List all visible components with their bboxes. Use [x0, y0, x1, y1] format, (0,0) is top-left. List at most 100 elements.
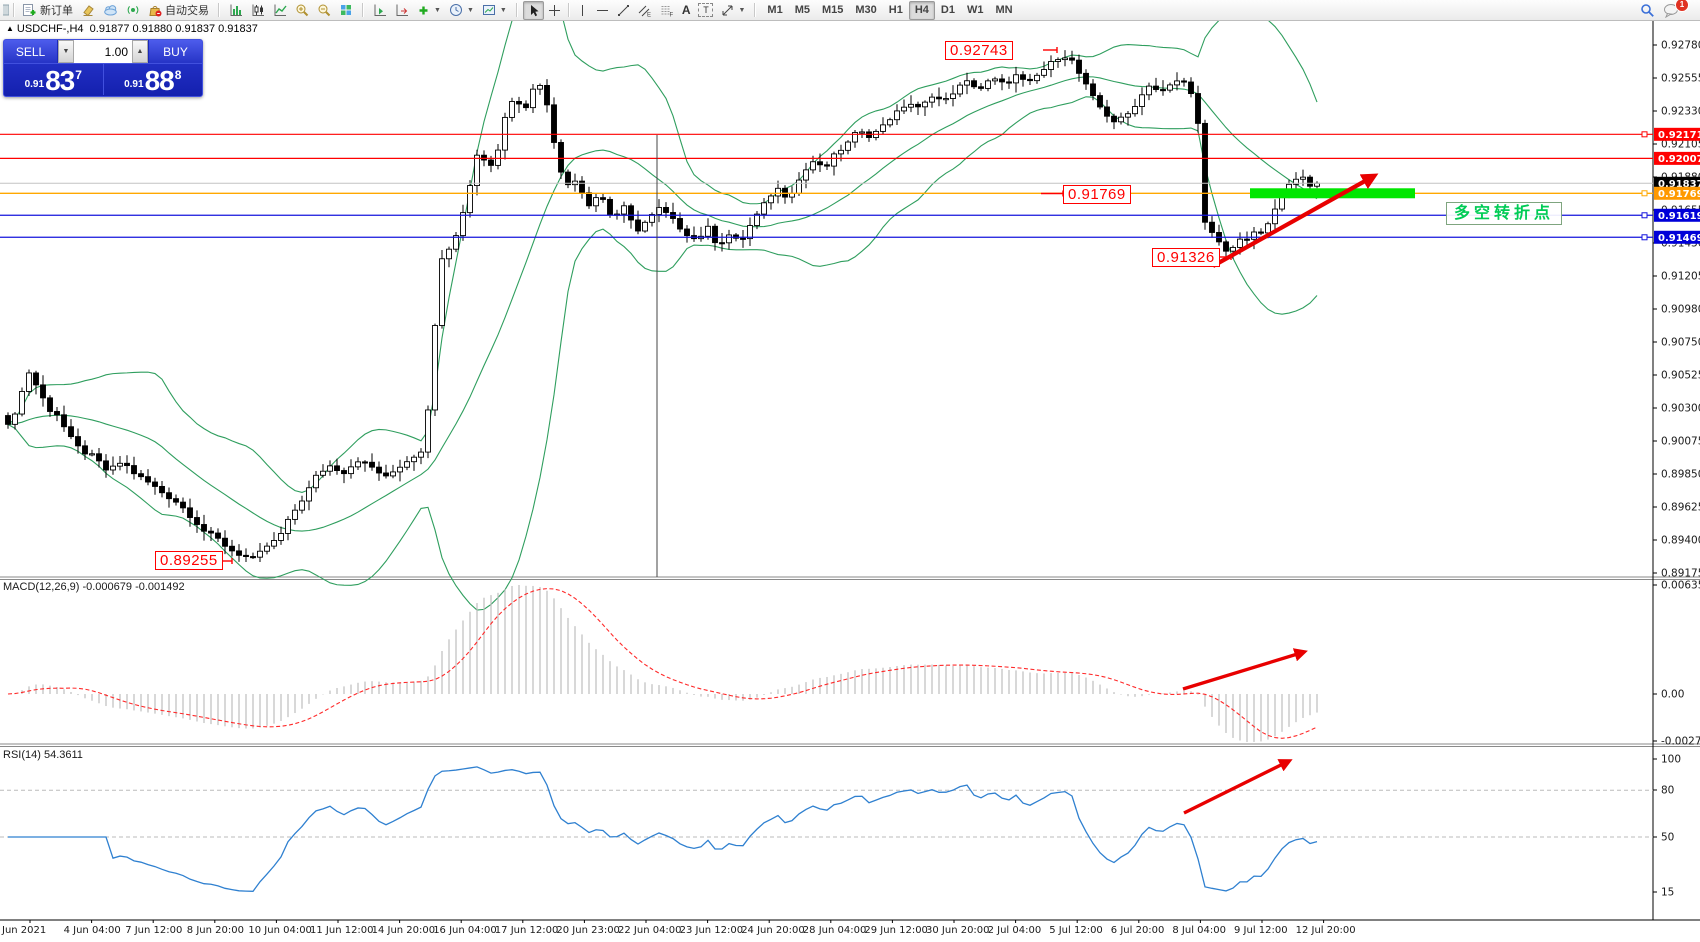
tab-timeframe-m30[interactable]: M30: [855, 4, 877, 16]
bar-chart-button[interactable]: [225, 1, 247, 20]
tab-timeframe-h1[interactable]: H1: [888, 4, 903, 16]
price-flag-label[interactable]: 0.91769: [1063, 185, 1131, 204]
svg-text:0.91469: 0.91469: [1658, 233, 1700, 244]
tab-timeframe-w1[interactable]: W1: [966, 4, 984, 16]
sell-price-big: 83: [45, 65, 75, 96]
svg-text:0.92171: 0.92171: [1658, 130, 1700, 141]
search-button[interactable]: [1636, 1, 1659, 20]
trendline-tool-button[interactable]: [613, 1, 634, 20]
sell-button[interactable]: SELL: [4, 40, 58, 63]
eraser-icon: [83, 5, 94, 17]
zoom-in-button[interactable]: [291, 1, 313, 20]
new-order-button[interactable]: 新订单: [18, 1, 77, 20]
svg-text:9 Jul 12:00: 9 Jul 12:00: [1234, 925, 1288, 936]
svg-text:50: 50: [1661, 832, 1674, 844]
arrows-tool-button[interactable]: ▼: [717, 1, 749, 20]
tile-windows-icon: [341, 5, 351, 15]
candlestick-chart-icon: [252, 4, 264, 16]
svg-text:-0.002779: -0.002779: [1661, 736, 1700, 748]
fibonacci-tool-button[interactable]: F: [656, 1, 678, 20]
auto-scroll-icon: [374, 4, 386, 16]
partial-icon: [3, 4, 9, 16]
highlight-bar[interactable]: [1250, 188, 1415, 199]
svg-text:20 Jun 23:00: 20 Jun 23:00: [556, 925, 620, 936]
periods-button[interactable]: ▼: [445, 1, 478, 20]
buy-button[interactable]: BUY: [148, 40, 202, 63]
vertical-line-tool-button[interactable]: [573, 1, 592, 20]
buy-price-big: 88: [144, 65, 175, 96]
chart-shift-button[interactable]: [391, 1, 413, 20]
text-tool-button[interactable]: A: [678, 1, 695, 20]
svg-text:0.91837: 0.91837: [1658, 179, 1700, 190]
volume-increase-button[interactable]: ▲: [132, 40, 148, 63]
trendline-icon: [617, 4, 629, 16]
sell-price-pip: 7: [75, 68, 82, 82]
buy-price-pip: 8: [174, 68, 182, 82]
chevron-down-icon: ▼: [738, 6, 746, 14]
auto-trading-button[interactable]: 自动交易: [144, 1, 213, 20]
svg-text:F: F: [669, 12, 673, 17]
trend-note-textbox[interactable]: 多空转折点: [1446, 202, 1563, 225]
templates-button[interactable]: ▼: [478, 1, 511, 20]
tab-timeframe-m1[interactable]: M1: [767, 4, 783, 16]
line-chart-icon: [274, 4, 287, 16]
price-flag-label[interactable]: 0.89255: [155, 551, 223, 570]
tile-windows-button[interactable]: [335, 1, 357, 20]
macd-label: MACD(12,26,9) -0.000679 -0.001492: [3, 581, 185, 593]
volume-input[interactable]: [74, 40, 132, 63]
tab-timeframe-d1[interactable]: D1: [940, 4, 955, 16]
notifications-button[interactable]: 1: [1659, 0, 1689, 20]
volume-decrease-button[interactable]: ▼: [58, 40, 74, 63]
svg-text:0.91769: 0.91769: [1658, 189, 1700, 200]
add-indicator-button[interactable]: ▼: [413, 1, 445, 20]
horizontal-line-tool-button[interactable]: [592, 1, 613, 20]
bar-chart-icon: [230, 4, 242, 16]
sell-price[interactable]: 0.91 83 7: [4, 64, 103, 95]
svg-text:0.92555: 0.92555: [1661, 73, 1700, 85]
chevron-down-icon: ▼: [499, 6, 507, 14]
candlestick-chart-button[interactable]: [247, 1, 269, 20]
red-trend-arrow[interactable]: [1182, 648, 1308, 691]
text-label-tool-button[interactable]: T: [694, 1, 717, 20]
vertical-line-icon: [581, 4, 583, 16]
eraser-button[interactable]: [77, 1, 99, 20]
red-trend-arrow[interactable]: [1183, 759, 1293, 815]
cursor-tool-button[interactable]: [522, 0, 544, 20]
price-flag-label[interactable]: 0.92743: [945, 41, 1013, 60]
channel-tool-button[interactable]: E: [634, 1, 656, 20]
tab-timeframe-h4[interactable]: H4: [908, 0, 935, 20]
line-chart-button[interactable]: [269, 1, 291, 20]
auto-scroll-button[interactable]: [369, 1, 391, 20]
chart-symbol: USDCHF-,H4: [16, 23, 84, 35]
buy-price[interactable]: 0.91 88 8: [104, 64, 203, 95]
svg-text:10 Jun 04:00: 10 Jun 04:00: [248, 925, 312, 936]
svg-text:29 Jun 12:00: 29 Jun 12:00: [864, 925, 928, 936]
cloud-button[interactable]: [99, 1, 122, 20]
svg-text:30 Jun 20:00: 30 Jun 20:00: [926, 925, 990, 936]
broadcast-button[interactable]: [122, 1, 144, 20]
svg-text:6 Jul 20:00: 6 Jul 20:00: [1111, 925, 1165, 936]
tab-timeframe-m15[interactable]: M15: [821, 4, 844, 16]
tab-timeframe-m5[interactable]: M5: [794, 4, 810, 16]
trend-arrows: [1182, 173, 1379, 815]
crosshair-tool-button[interactable]: [544, 1, 565, 20]
svg-text:15: 15: [1661, 887, 1674, 899]
equidistant-channel-icon: E: [638, 5, 651, 17]
price-flag-label[interactable]: 0.91326: [1152, 248, 1220, 267]
cursor-icon: [530, 4, 539, 16]
search-icon: [1641, 3, 1654, 17]
svg-text:5 Jul 12:00: 5 Jul 12:00: [1049, 925, 1103, 936]
zoom-out-button[interactable]: [313, 1, 335, 20]
red-trend-arrow[interactable]: [1211, 173, 1379, 268]
main-toolbar: 新订单 自动交易: [0, 0, 1700, 21]
zoom-in-icon: [296, 4, 309, 17]
svg-text:0.92007: 0.92007: [1658, 154, 1700, 165]
tab-timeframe-mn[interactable]: MN: [995, 4, 1013, 16]
